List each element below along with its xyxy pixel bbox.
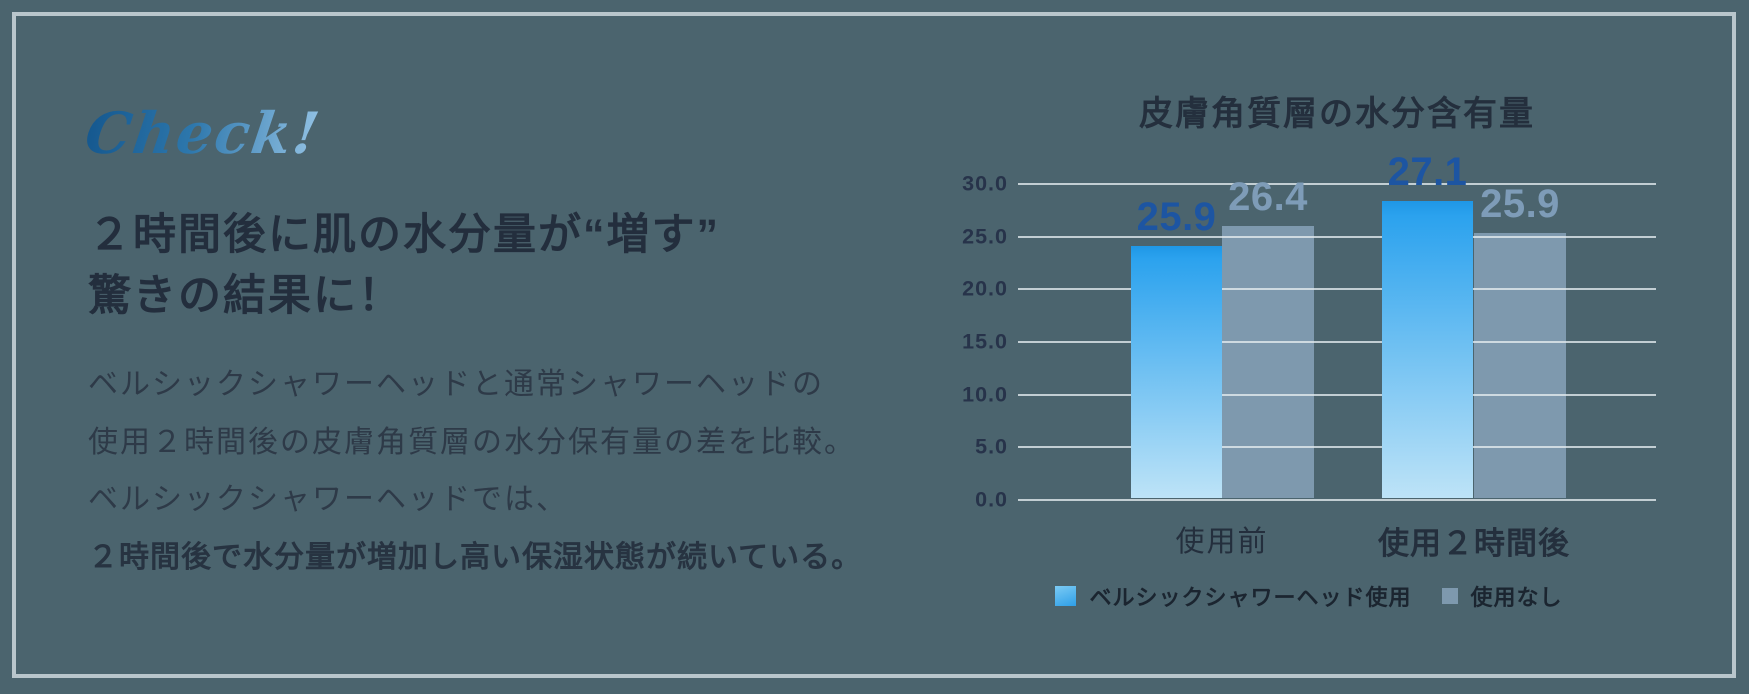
bar-value-label: 25.9 (1480, 182, 1560, 226)
gridline (1018, 499, 1656, 501)
bar-value-label: 27.1 (1387, 150, 1468, 194)
y-axis-tick-label: 25.0 (962, 224, 1008, 249)
headline: ２時間後に肌の水分量が“増す” 驚きの結果に！ (88, 205, 720, 327)
legend-item-untreated: 使用なし (1441, 580, 1563, 612)
body-line: ベルシックシャワーヘッドでは、 (88, 483, 568, 516)
chart-bar-untreated-1 (1474, 233, 1566, 498)
gridline (1018, 341, 1656, 343)
headline-line-1: ２時間後に肌の水分量が“増す” (88, 211, 720, 259)
legend-label-untreated: 使用なし (1470, 585, 1563, 610)
chart-bar-treated-0 (1131, 246, 1222, 498)
body-line: ベルシックシャワーヘッドと通常シャワーヘッドの (88, 368, 824, 401)
headline-line-2: 驚きの結果に！ (88, 272, 403, 320)
y-axis-tick-label: 30.0 (962, 171, 1008, 196)
y-axis-tick-label: 20.0 (962, 276, 1008, 301)
y-axis-tick-label: 5.0 (975, 434, 1008, 459)
body-paragraph: ベルシックシャワーヘッドと通常シャワーヘッドの 使用２時間後の皮膚角質層の水分保… (88, 356, 862, 586)
bar-value-label: 26.4 (1228, 175, 1308, 219)
gridline (1018, 446, 1656, 449)
gridline (1018, 288, 1656, 291)
chart-title: 皮膚角質層の水分含有量 (1139, 95, 1535, 133)
y-axis-tick-label: 15.0 (962, 329, 1008, 354)
chart-legend: ベルシックシャワーヘッド使用 使用なし (990, 580, 1628, 612)
legend-label-treated: ベルシックシャワーヘッド使用 (1089, 585, 1412, 610)
body-line: 使用２時間後の皮膚角質層の水分保有量の差を比較。 (88, 425, 856, 459)
bar-value-label: 25.9 (1136, 195, 1217, 239)
legend-swatch-gray (1441, 588, 1458, 604)
gridline (1018, 183, 1656, 185)
plot-area: 使用前 使用２時間後 30.0 25.0 20.0 15.0 10.0 5.0 0.0 25.… (962, 150, 1656, 561)
x-axis-label-after: 使用２時間後 (1378, 526, 1570, 561)
y-axis-tick-label: 0.0 (975, 487, 1008, 512)
check-script-heading: Check! (81, 100, 326, 167)
x-axis-label-before: 使用前 (1175, 526, 1269, 558)
legend-item-treated: ベルシックシャワーヘッド使用 (1055, 580, 1411, 612)
y-axis-tick-label: 10.0 (962, 382, 1008, 407)
legend-swatch-blue (1055, 586, 1077, 606)
chart-bar-treated-1 (1382, 201, 1473, 498)
body-line-emphasis: ２時間後で水分量が増加し高い保湿状態が続いている。 (88, 540, 863, 574)
gridline (1018, 235, 1656, 238)
chart-bar-untreated-0 (1222, 226, 1314, 498)
gridline (1018, 393, 1656, 396)
